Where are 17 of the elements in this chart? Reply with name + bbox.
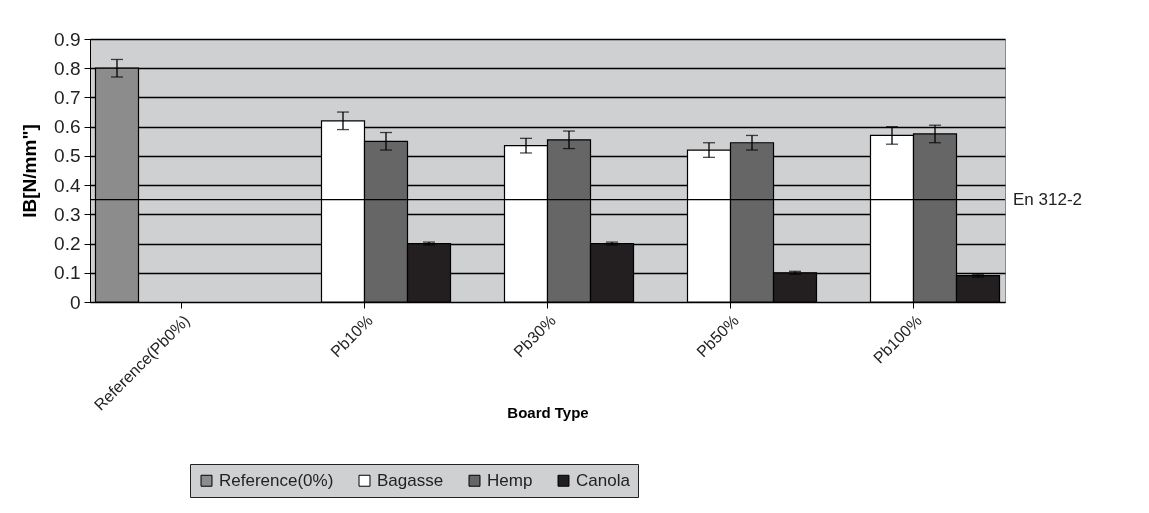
y-tick-label: 0.6 (54, 116, 81, 138)
legend-label: Hemp (487, 470, 533, 490)
ref-line-label: En 312-2 (1013, 189, 1082, 209)
y-tick-label: 0.3 (54, 203, 81, 225)
y-tick-label: 0.2 (54, 233, 81, 255)
y-tick-label: 0.8 (54, 57, 81, 79)
legend-label: Reference(0%) (219, 470, 334, 490)
y-tick-label: 0.9 (54, 28, 81, 50)
y-tick-label: 0.1 (54, 262, 81, 284)
y-axis-title: IB[N/mm"] (19, 124, 41, 218)
x-axis-title: Board Type (507, 403, 589, 421)
legend-label: Canola (576, 470, 631, 490)
legend-label: Bagasse (377, 470, 444, 490)
y-tick-label: 0.7 (54, 86, 81, 108)
y-tick-label: 0.5 (54, 145, 81, 167)
y-tick-label: 0.4 (54, 174, 81, 196)
y-tick-label: 0 (69, 291, 81, 313)
